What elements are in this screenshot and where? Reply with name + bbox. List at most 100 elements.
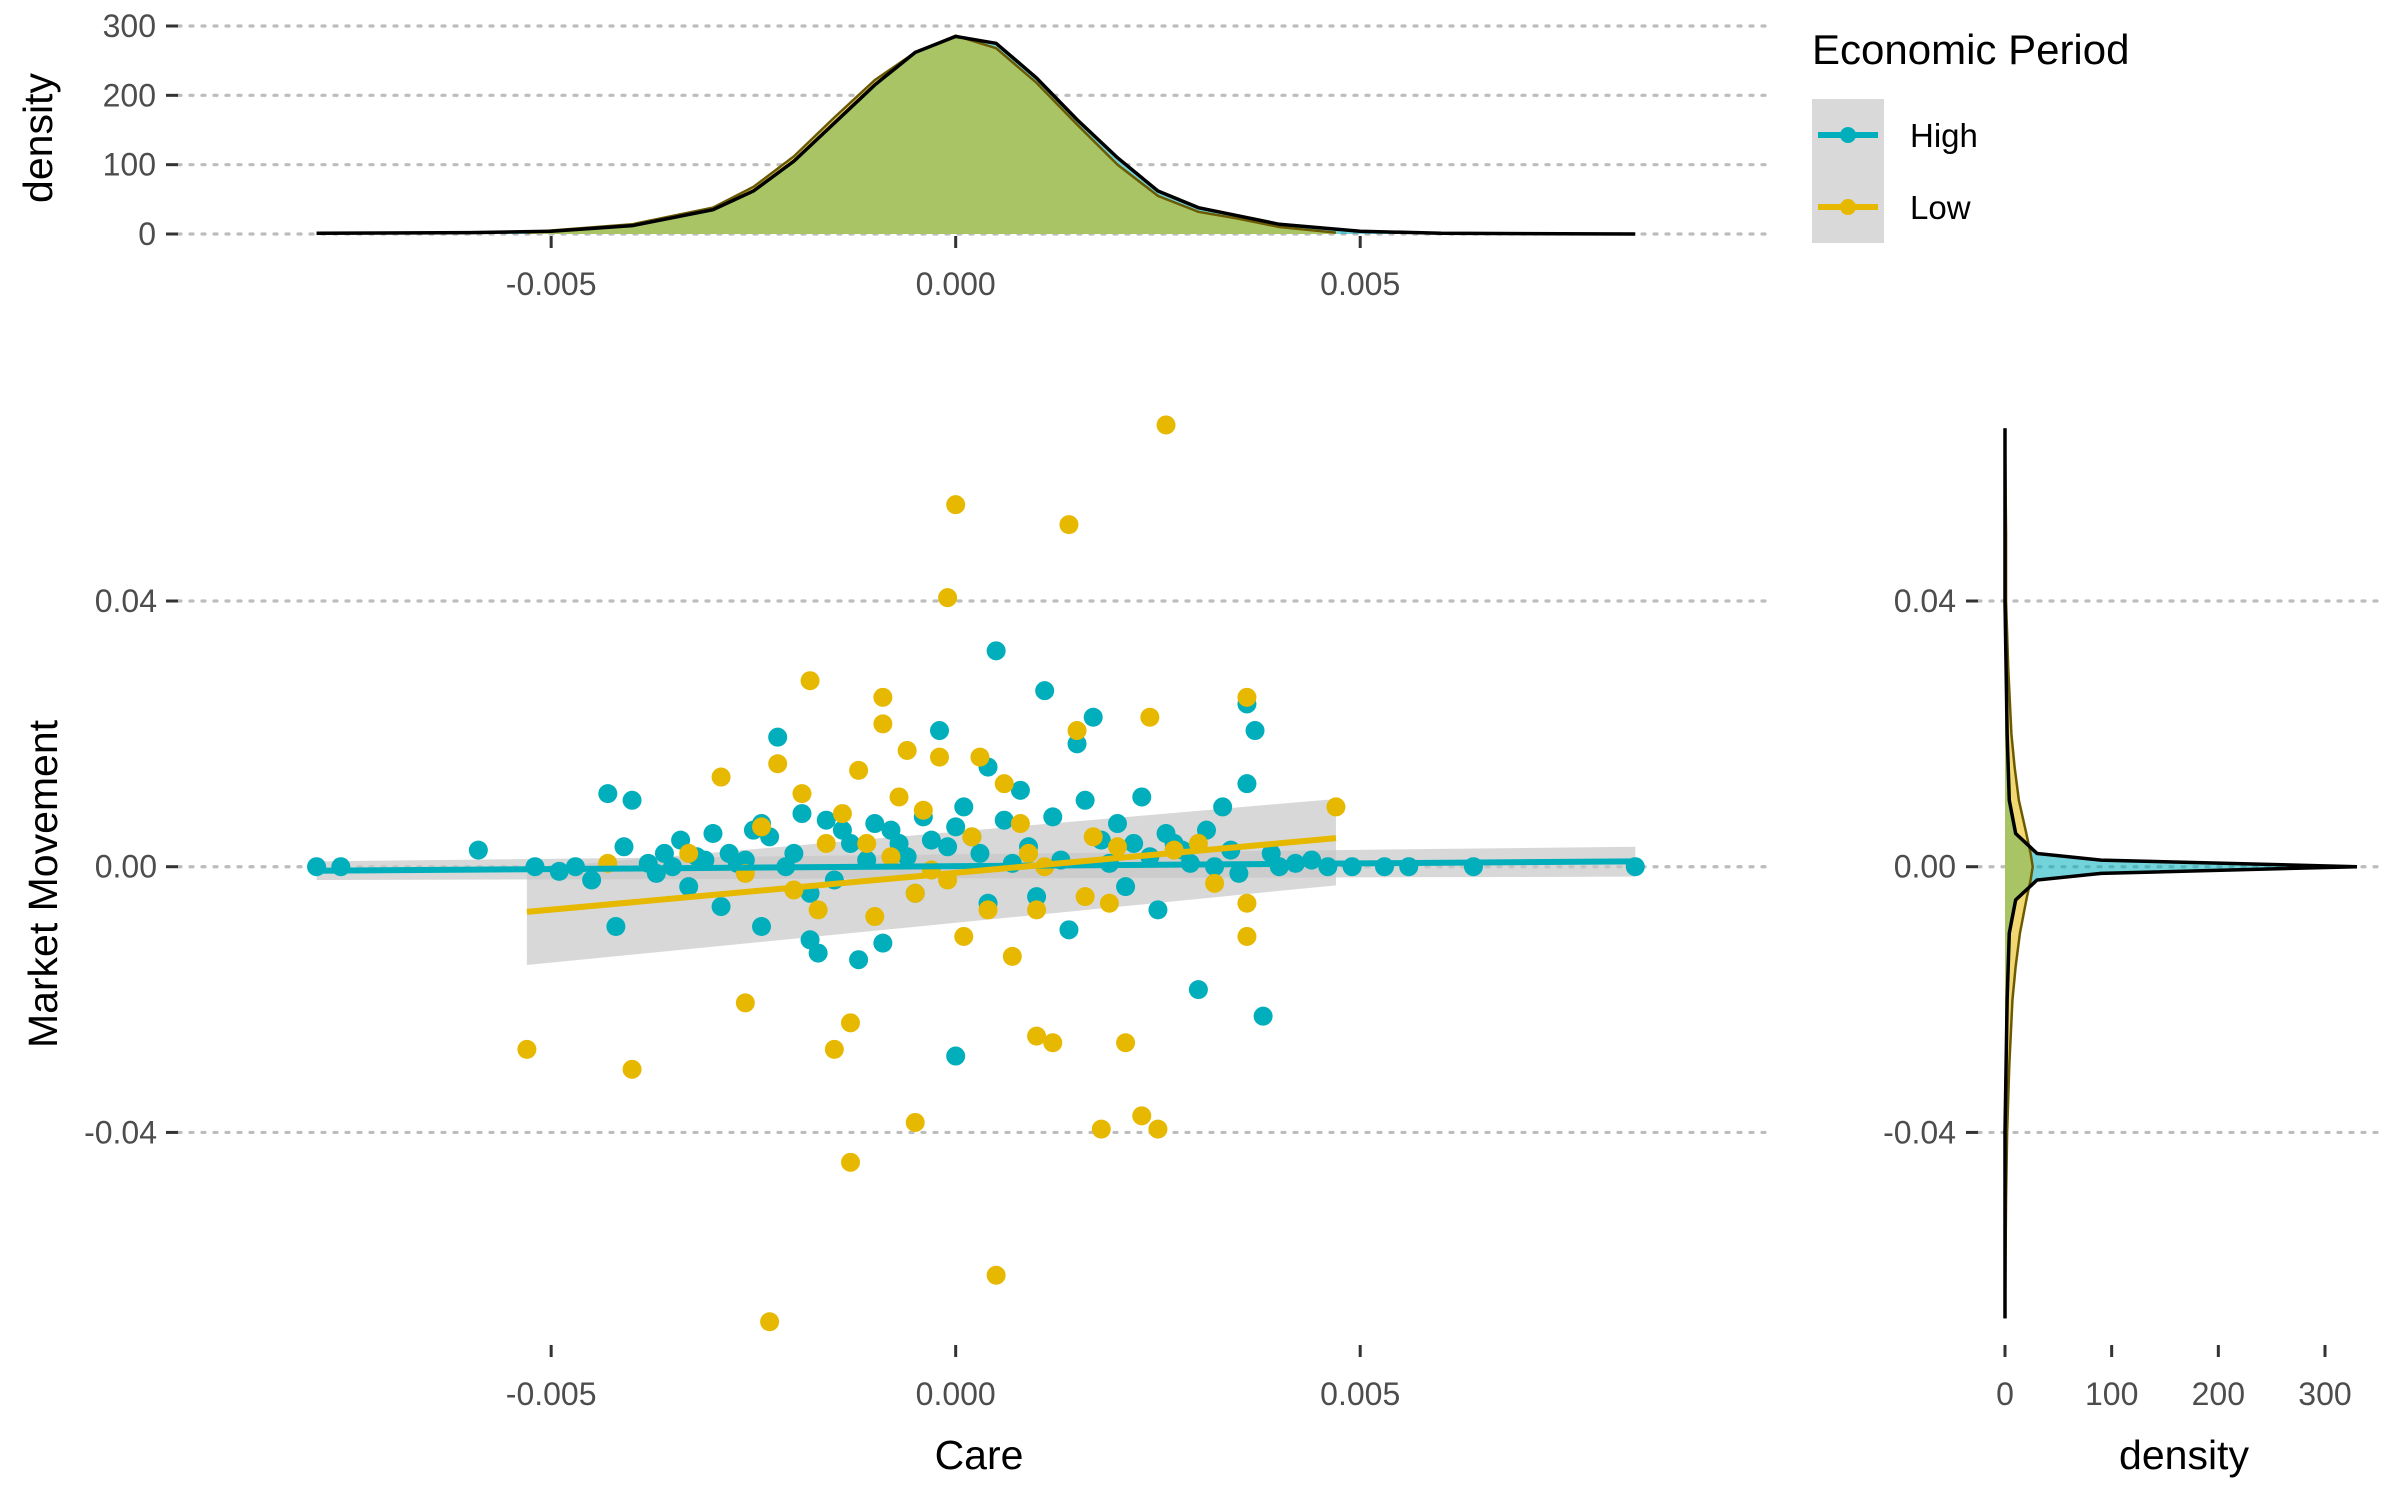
point-low [962, 827, 982, 847]
right-x-tick-label: 100 [2085, 1376, 2138, 1412]
point-low [768, 754, 788, 774]
legend-label-low: Low [1910, 189, 1971, 226]
main-y-tick-label: -0.04 [84, 1114, 157, 1150]
point-high [1342, 857, 1362, 877]
point-low [517, 1039, 537, 1059]
point-low [905, 883, 925, 903]
point-high [1213, 797, 1233, 817]
main-x-axis: -0.005 0.000 0.005 [506, 1345, 1400, 1412]
right-density-high-area [2005, 428, 2357, 1319]
top-x-tick-label: 0.005 [1320, 266, 1400, 302]
point-high [1010, 780, 1030, 800]
point-high [849, 950, 869, 970]
point-low [1237, 926, 1257, 946]
legend-key-low-dot [1840, 199, 1856, 215]
point-low [1237, 893, 1257, 913]
point-low [1099, 893, 1119, 913]
top-y-axis: 0 100 200 300 [103, 8, 178, 252]
point-high [970, 843, 990, 863]
point-high [614, 837, 634, 857]
right-x-tick-label: 300 [2298, 1376, 2351, 1412]
right-density-areas [2003, 428, 2358, 1319]
point-low [881, 847, 901, 867]
point-high [954, 797, 974, 817]
point-high [468, 840, 488, 860]
right-y-tick-label: 0.04 [1894, 583, 1956, 619]
point-high [1229, 863, 1249, 883]
point-high [1374, 857, 1394, 877]
point-low [938, 588, 958, 608]
point-high [1116, 877, 1136, 897]
point-high [1318, 857, 1338, 877]
top-x-tick-label: -0.005 [506, 266, 597, 302]
point-low [808, 900, 828, 920]
point-high [1188, 980, 1208, 1000]
point-low [1067, 721, 1087, 741]
point-low [1059, 515, 1079, 535]
point-high [921, 830, 941, 850]
point-low [1140, 707, 1160, 727]
main-x-axis-title: Care [935, 1432, 1024, 1478]
point-high [1083, 707, 1103, 727]
main-y-axis: -0.04 0.00 0.04 [84, 583, 178, 1150]
point-low [986, 1265, 1006, 1285]
point-low [1027, 1026, 1047, 1046]
top-y-tick-label: 300 [103, 8, 156, 44]
point-high [946, 817, 966, 837]
point-high [994, 810, 1014, 830]
right-y-tick-label: 0.00 [1894, 849, 1956, 885]
regression-line-low [526, 835, 1337, 915]
point-low [1018, 843, 1038, 863]
point-low [970, 747, 990, 767]
point-high [808, 943, 828, 963]
right-y-tick-label: -0.04 [1883, 1114, 1956, 1150]
point-high [946, 1046, 966, 1066]
regression-line-high [316, 858, 1636, 874]
point-high [1237, 774, 1257, 794]
legend-title: Economic Period [1812, 26, 2129, 73]
point-high [930, 721, 950, 741]
point-high [1067, 734, 1087, 754]
point-low [873, 714, 893, 734]
point-high [606, 917, 626, 936]
point-low [905, 1112, 925, 1132]
point-low [622, 1059, 642, 1079]
point-low [913, 800, 933, 820]
point-high [938, 837, 958, 857]
point-low [824, 1039, 844, 1059]
point-low [946, 495, 966, 515]
top-x-tick-label: 0.000 [916, 266, 996, 302]
point-high [768, 727, 788, 747]
point-low [711, 767, 731, 787]
main-y-tick-label: 0.04 [95, 583, 157, 619]
point-low [849, 760, 869, 780]
top-y-tick-label: 100 [103, 147, 156, 183]
point-low [1156, 415, 1176, 435]
right-density-high-outline [2003, 428, 2358, 1319]
point-high [622, 790, 642, 810]
point-low [1027, 900, 1047, 920]
point-low [857, 833, 877, 853]
point-low [816, 833, 836, 853]
point-high [841, 833, 861, 853]
point-low [1205, 873, 1225, 893]
top-y-tick-label: 0 [138, 216, 156, 252]
point-high [1059, 920, 1079, 940]
top-density-panel: 0 100 200 300 -0.005 0.000 0.005 density [15, 8, 1767, 302]
point-high [865, 814, 885, 834]
point-high [1027, 887, 1047, 907]
point-low [954, 926, 974, 946]
right-x-tick-label: 200 [2192, 1376, 2245, 1412]
point-low [897, 740, 917, 760]
point-low [1132, 1106, 1152, 1126]
point-high [679, 877, 699, 897]
point-low [1010, 814, 1030, 834]
point-low [832, 804, 852, 824]
legend-key-high-dot [1840, 127, 1856, 143]
legend-key-background [1812, 99, 1884, 243]
point-low [930, 747, 950, 767]
point-low [1002, 946, 1022, 966]
main-y-axis-title: Market Movement [20, 719, 66, 1048]
